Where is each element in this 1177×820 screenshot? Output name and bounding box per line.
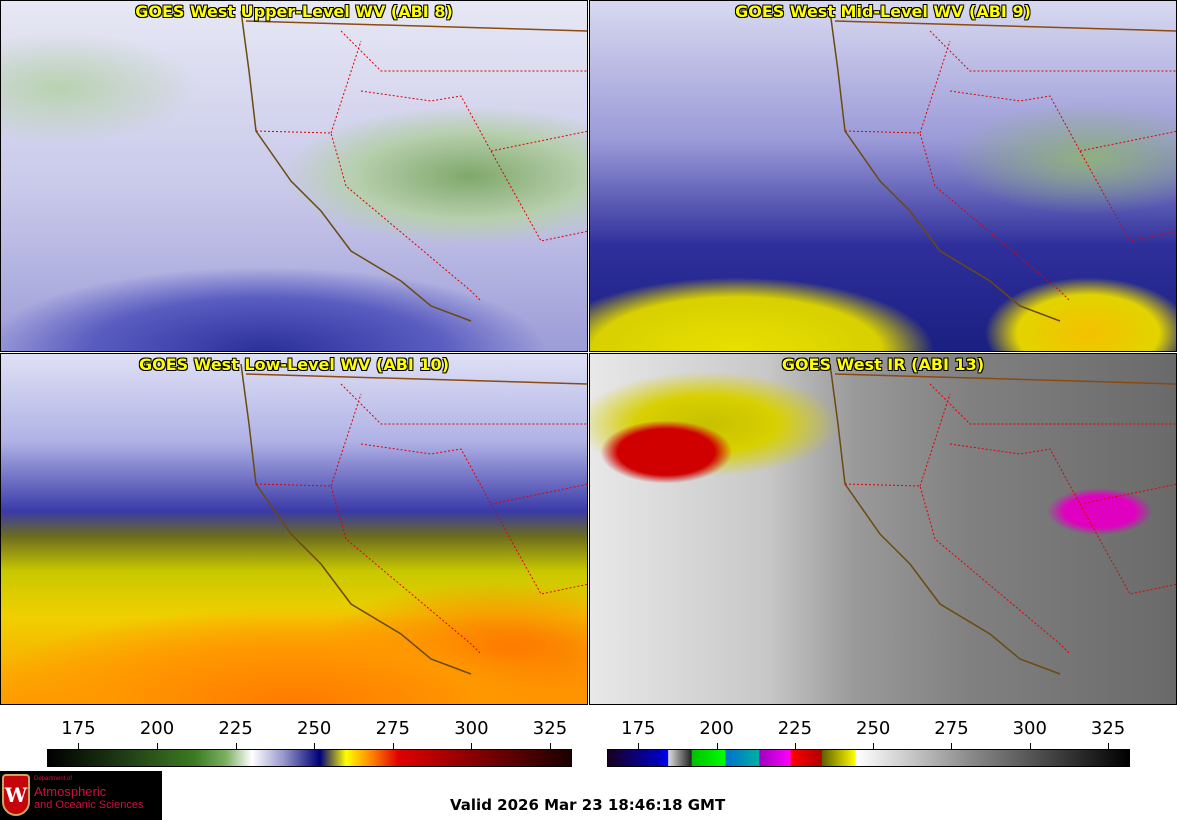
panel-low-level-wv: GOES West Low-Level WV (ABI 10) [0, 353, 588, 705]
colorbar-tick [951, 743, 953, 749]
panel-title: GOES West Low-Level WV (ABI 10) [138, 355, 449, 374]
ir-colorbar [607, 749, 1130, 767]
colorbar-tick [314, 743, 316, 749]
valid-time: Valid 2026 Mar 23 18:46:18 GMT [450, 796, 726, 814]
colorbar-tick-label: 250 [297, 718, 332, 739]
panel-title: GOES West IR (ABI 13) [781, 355, 985, 374]
colorbar-tick [794, 743, 796, 749]
colorbar-tick-label: 325 [1090, 718, 1126, 739]
colorbar-tick-label: 250 [856, 718, 891, 739]
colorbar-tick [873, 743, 875, 749]
panel-upper-level-wv: GOES West Upper-Level WV (ABI 8) [0, 0, 588, 352]
logo-line2: Atmospheric [34, 784, 107, 799]
colorbar-tick-label: 325 [532, 718, 568, 739]
colorbar-tick [716, 743, 718, 749]
colorbar-tick-label: 300 [454, 718, 489, 739]
map-overlay [829, 10, 1176, 322]
colorbar-tick-label: 225 [218, 718, 253, 739]
aos-logo: W Department of Atmospheric and Oceanic … [0, 771, 162, 820]
colorbar-tick-label: 275 [934, 718, 969, 739]
colorbar-tick [1029, 743, 1031, 749]
colorbar-tick-label: 225 [777, 718, 813, 739]
colorbar-tick-label: 200 [699, 718, 734, 739]
colorbar-tick [157, 743, 159, 749]
panel-title: GOES West Mid-Level WV (ABI 9) [735, 2, 1031, 21]
panel-ir: GOES West IR (ABI 13) [589, 353, 1177, 705]
colorbar-tick [638, 743, 640, 749]
colorbar-tick [549, 743, 551, 749]
colorbar-tick [78, 743, 80, 749]
colorbar-tick [1108, 743, 1110, 749]
colorbar-tick-label: 175 [61, 718, 96, 739]
map-overlay [829, 363, 1176, 675]
colorbar-tick [235, 743, 237, 749]
map-overlay [240, 363, 587, 675]
colorbar-tick [471, 743, 473, 749]
colorbar-tick-label: 300 [1012, 718, 1047, 739]
map-overlay [240, 10, 587, 322]
colorbar-tick-label: 175 [621, 718, 656, 739]
logo-line1: Department of [34, 776, 73, 782]
colorbar-tick-label: 200 [139, 718, 175, 739]
panel-mid-level-wv: GOES West Mid-Level WV (ABI 9) [589, 0, 1177, 352]
colorbar-tick-label: 275 [375, 718, 410, 739]
uw-crest-icon: W [2, 774, 30, 816]
panel-title: GOES West Upper-Level WV (ABI 8) [135, 2, 453, 21]
wv-colorbar [47, 749, 572, 767]
colorbar-tick [392, 743, 394, 749]
logo-line3: and Oceanic Sciences [34, 799, 144, 811]
